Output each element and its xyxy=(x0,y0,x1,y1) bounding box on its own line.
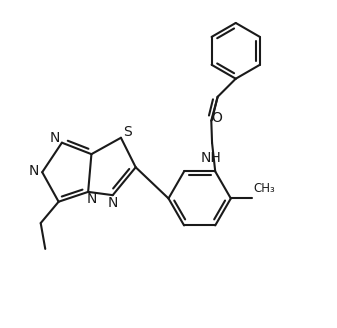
Text: CH₃: CH₃ xyxy=(254,182,276,195)
Text: O: O xyxy=(212,111,223,125)
Text: N: N xyxy=(87,192,97,206)
Text: NH: NH xyxy=(201,151,222,165)
Text: N: N xyxy=(50,131,60,145)
Text: N: N xyxy=(108,196,118,210)
Text: N: N xyxy=(29,164,39,178)
Text: S: S xyxy=(123,125,132,139)
